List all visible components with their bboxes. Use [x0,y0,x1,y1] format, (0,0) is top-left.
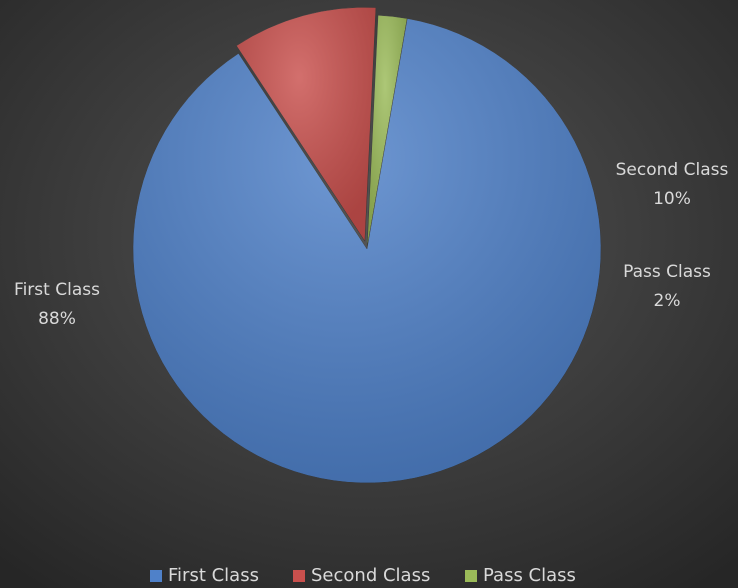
data-label-value: 10% [653,189,691,209]
data-label-value: 2% [654,291,681,311]
data-label-name: First Class [14,280,100,300]
legend-swatch [293,570,305,582]
slice-shine [236,7,376,242]
data-label-name: Pass Class [623,262,711,282]
legend-swatch [465,570,477,582]
legend-label: Second Class [311,565,430,586]
legend-swatch [150,570,162,582]
legend-label: First Class [168,565,259,586]
data-label-value: 88% [38,309,76,329]
slice-shine [132,18,601,484]
legend-label: Pass Class [483,565,576,586]
data-label-name: Second Class [616,160,729,180]
